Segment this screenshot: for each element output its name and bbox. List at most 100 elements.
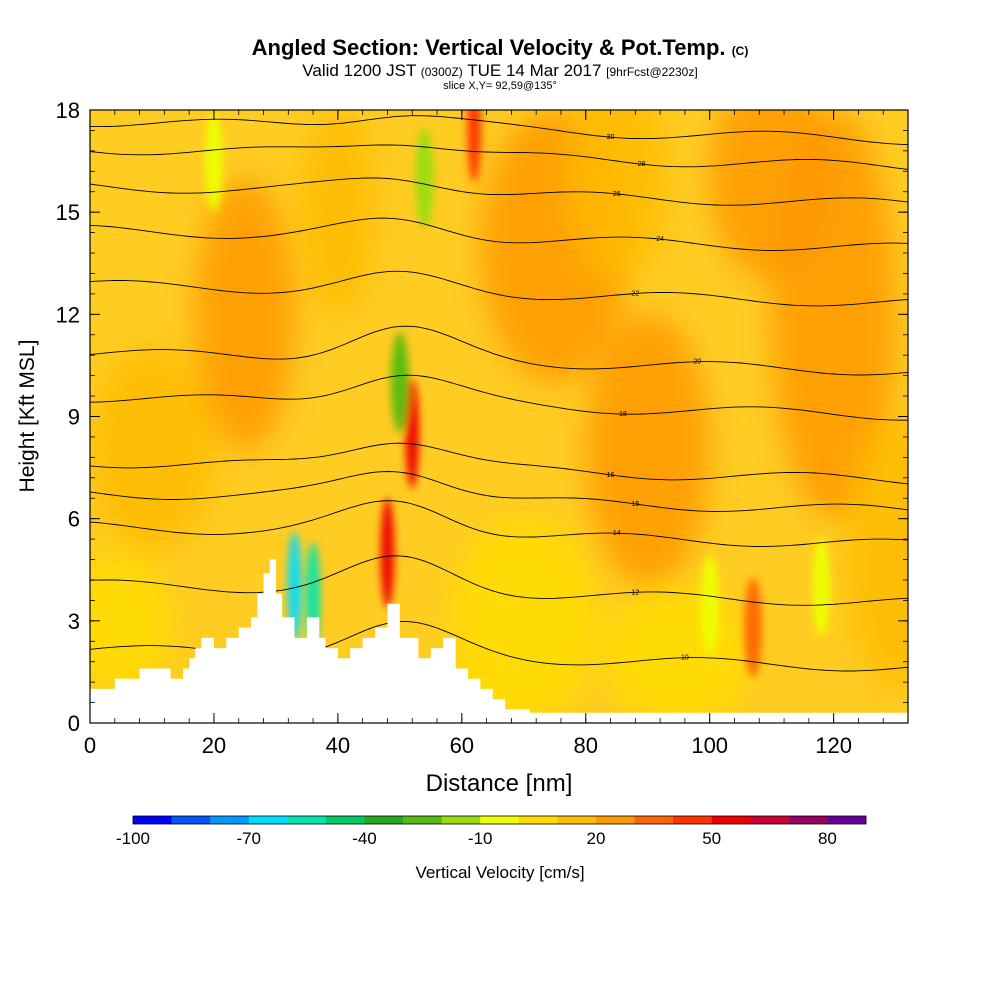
contour-label: 26 [613,191,621,198]
contour-label: 28 [638,161,646,168]
title-suffix: (C) [731,44,749,58]
theta-contour-line [90,374,908,421]
colorbar-label: Vertical Velocity [cm/s] [415,863,585,882]
slice-label: slice X,Y= 92,59@135° [443,80,557,92]
colorbar-swatch [788,816,828,824]
y-tick-label: 15 [56,200,80,225]
field-patch [300,110,376,315]
contour-label: 18 [619,411,627,418]
x-tick-label: 60 [450,733,474,758]
contour-label: 30 [607,134,615,141]
theta-contour-line [90,500,908,547]
field-patch [604,586,754,723]
colorbar-swatch [827,816,867,824]
theta-contour-line [90,325,908,376]
velocity-feature [204,111,223,212]
colorbar-swatch [750,816,790,824]
velocity-features [204,110,831,678]
theta-contour-line [90,442,908,485]
field-patch [846,416,908,689]
theta-contour-line [90,115,908,145]
colorbar-tick-label: -40 [352,829,377,848]
velocity-feature [467,110,482,183]
title-main: Angled Section: Vertical Velocity & Pot.… [251,35,726,60]
velocity-feature [405,378,420,489]
contour-label: 10 [681,655,689,662]
colorbar-swatch [133,816,172,824]
colorbar-swatch [325,816,365,824]
contour-label: 12 [631,589,639,596]
x-tick-label: 40 [326,733,350,758]
field-patch [90,552,171,689]
colorbar-swatch [248,816,288,824]
colorbar-tick-label: 20 [586,829,605,848]
contour-label: 20 [693,359,701,366]
x-tick-label: 100 [691,733,728,758]
colorbar-swatch [518,816,558,824]
theta-contour-line [90,471,908,512]
colorbar-swatch [210,816,250,824]
colorbar-swatch [673,816,712,824]
theta-contour-line [90,177,908,206]
colorbar-tick-label: 80 [818,829,837,848]
colorbar-frame [132,815,867,825]
y-tick-label: 18 [56,98,80,123]
colorbar-swatch [403,816,442,824]
y-tick-label: 6 [68,507,80,532]
colorbar-tick-label: 50 [702,829,721,848]
axes: 0 20 40 60 80 100 120 0 3 6 9 12 15 18 [56,98,909,758]
chart-subtitle: Valid 1200 JST (0300Z) TUE 14 Mar 2017 [… [0,61,1000,80]
colorbar: -100 -70 -40 -10 20 50 80 [116,815,867,848]
x-tick-label: 80 [574,733,598,758]
contour-labels: 10 12 14 15 16 18 20 22 24 26 28 30 [607,134,702,662]
velocity-feature [812,536,831,637]
theta-contour-line [90,270,908,307]
velocity-feature [380,497,395,608]
colorbar-tick-label: -100 [116,829,150,848]
chart-title: Angled Section: Vertical Velocity & Pot.… [0,36,1000,63]
x-axis-label: Distance [nm] [426,770,573,797]
theta-contour-line [90,555,908,606]
colorbar-swatch [171,816,211,824]
colorbar-swatch [441,816,481,824]
chart-title-block: Angled Section: Vertical Velocity & Pot.… [0,36,1000,93]
x-tick-label: 120 [815,733,852,758]
colorbar-swatch [480,816,520,824]
colorbar-tick-label: -70 [236,829,261,848]
contour-label: 15 [631,501,639,508]
y-tick-label: 9 [68,405,80,430]
field-patch [195,178,295,451]
valid-date: TUE 14 Mar 2017 [467,61,602,80]
field-patch [449,518,599,723]
y-axis-label: Height [Kft MSL] [16,340,39,493]
velocity-feature [390,332,409,433]
contour-label: 24 [656,236,664,243]
plot-area: 10 12 14 15 16 18 20 22 24 26 28 30 [90,110,908,723]
colorbar-swatch [557,816,597,824]
contour-label: 22 [631,291,639,298]
contour-label: 14 [613,530,621,537]
colorbar-swatch [287,816,327,824]
colorbar-tick-label: -10 [468,829,493,848]
field-patch [709,110,834,281]
velocity-feature [700,553,719,654]
field-patch [585,314,710,587]
velocity-feature [287,531,302,642]
y-tick-label: 12 [56,302,80,327]
valid-time: Valid 1200 JST [302,61,417,80]
theta-contour-line [90,217,908,251]
y-tick-label: 3 [68,609,80,634]
field-patch [90,348,214,553]
theta-contour-line [90,144,908,170]
x-tick-label: 0 [84,733,96,758]
field-background [90,110,908,723]
colorbar-swatch [711,816,751,824]
y-tick-label: 0 [68,711,80,736]
velocity-feature [415,128,434,229]
contour-label: 16 [607,472,615,479]
forecast-label: [9hrFcst@2230z] [606,65,698,79]
colorbar-swatch [364,816,404,824]
field-patch [567,110,667,281]
theta-contours [90,115,908,672]
